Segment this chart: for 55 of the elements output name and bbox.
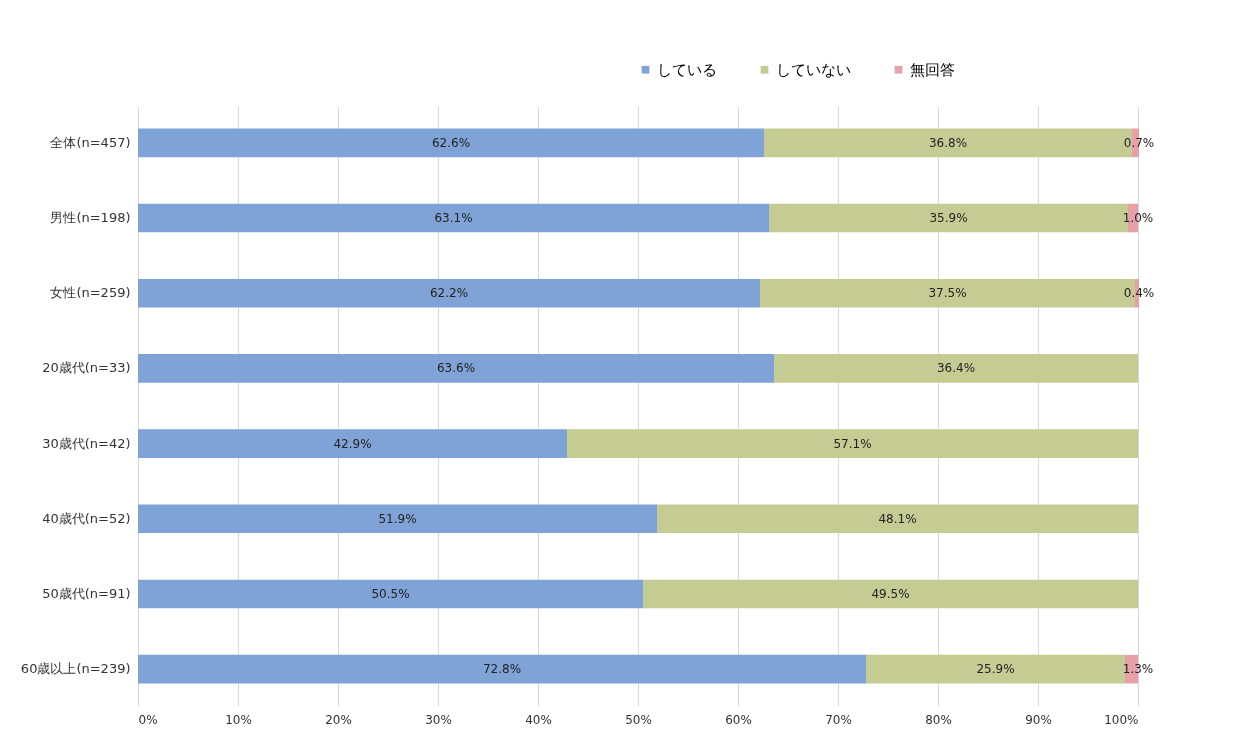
bar (657, 504, 1138, 534)
data-label: 37.5% (928, 286, 967, 301)
x-tick-label: 30% (425, 712, 452, 727)
x-tick-label: 40% (525, 712, 552, 727)
bar (138, 278, 760, 308)
data-label: 1.0% (1122, 211, 1154, 226)
data-label: 51.9% (378, 511, 417, 526)
data-label: 72.8% (482, 662, 522, 677)
data-label: 62.2% (429, 286, 469, 301)
y-tick-label: 男性(n=198) (50, 210, 131, 226)
data-label: 63.6% (436, 361, 476, 376)
y-tick-label: 30歳代(n=42) (42, 435, 131, 451)
x-tick-label: 70% (825, 712, 852, 727)
x-tick-label: 100% (1104, 712, 1139, 727)
bar (138, 429, 567, 458)
bar (138, 504, 657, 534)
data-label: 25.9% (976, 662, 1015, 677)
data-label: 42.9% (333, 436, 372, 451)
y-tick-label: 40歳代(n=52) (42, 510, 131, 526)
data-label: 50.5% (371, 586, 410, 601)
y-tick-label: 女性(n=259) (50, 285, 131, 301)
bar (567, 429, 1138, 458)
x-tick-label: 80% (925, 712, 952, 727)
data-label: 49.5% (871, 586, 910, 601)
bar (774, 354, 1138, 383)
bar (138, 203, 769, 233)
data-label: 36.8% (928, 135, 968, 150)
legend-label: している (657, 60, 717, 79)
data-label: 36.4% (936, 361, 976, 376)
y-tick-label: 20歳代(n=33) (42, 360, 131, 376)
x-tick-label: 50% (625, 712, 652, 727)
data-label: 48.1% (878, 511, 917, 526)
data-label: 63.1% (434, 211, 473, 226)
data-label: 0.7% (1123, 135, 1155, 150)
bar (138, 579, 643, 609)
x-tick-label: 0% (138, 712, 158, 727)
bar (643, 579, 1138, 609)
y-tick-label: 全体(n=457) (50, 134, 131, 150)
y-tick-label: 60歳以上(n=239) (20, 661, 131, 677)
legend-label: 無回答 (910, 60, 955, 79)
data-label: 35.9% (929, 211, 968, 226)
data-label: 57.1% (833, 436, 872, 451)
bar (138, 654, 866, 684)
y-tick-label: 50歳代(n=91) (42, 585, 131, 601)
bar (138, 128, 764, 158)
data-label: 1.3% (1122, 662, 1154, 677)
x-tick-label: 20% (325, 712, 352, 727)
bar (138, 354, 774, 383)
data-label: 0.4% (1123, 286, 1155, 301)
x-tick-label: 60% (725, 712, 752, 727)
x-tick-label: 90% (1025, 712, 1052, 727)
bar (866, 654, 1125, 684)
legend-label: していない (776, 60, 851, 79)
data-label: 62.6% (431, 135, 471, 150)
x-tick-label: 10% (225, 712, 252, 727)
